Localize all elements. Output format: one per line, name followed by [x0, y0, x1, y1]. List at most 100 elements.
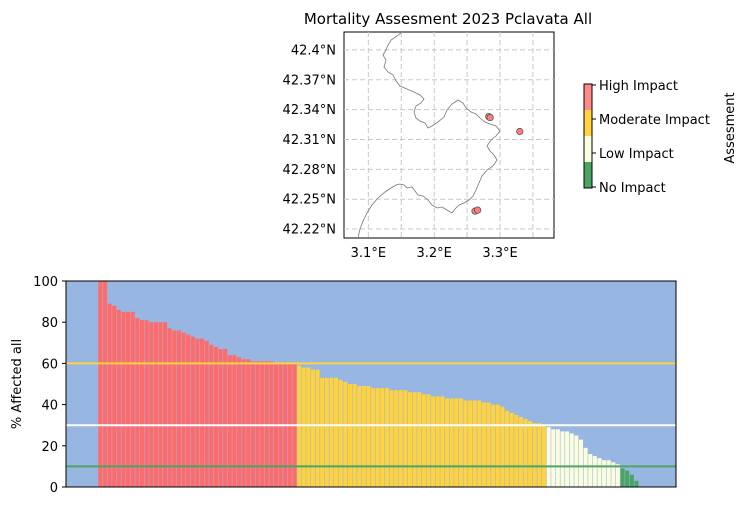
bar	[514, 414, 519, 487]
bar	[181, 332, 186, 487]
bar	[361, 386, 366, 487]
bar	[421, 394, 426, 487]
bar	[569, 433, 574, 487]
colorbar-segment	[584, 110, 592, 136]
bar	[625, 470, 630, 487]
bar	[403, 390, 408, 487]
lat-tick-label: 42.37°N	[283, 73, 336, 88]
bar	[537, 423, 542, 487]
site-marker	[486, 113, 494, 122]
bar	[486, 402, 491, 487]
bar	[518, 416, 523, 487]
bar	[112, 305, 117, 487]
bar-plot-frame	[65, 280, 677, 488]
bar	[329, 377, 334, 487]
bar	[121, 311, 126, 487]
lat-tick-label: 42.25°N	[283, 193, 336, 208]
bar	[116, 309, 121, 487]
y-tick-label: 100	[33, 275, 58, 290]
bar	[546, 427, 551, 487]
threshold-lines	[66, 362, 676, 468]
bar	[126, 311, 131, 487]
lon-tick-label: 3.2°E	[416, 246, 451, 261]
lat-tick-label: 42.4°N	[291, 43, 336, 58]
colorbar-segment	[584, 136, 592, 162]
bar	[532, 423, 537, 487]
bar	[310, 369, 315, 487]
map-ticks: 42.4°N 42.37°N 42.34°N 42.31°N 42.28°N 42.25°…	[283, 43, 518, 261]
colorbar-label: No Impact	[599, 181, 666, 196]
colorbar-segment	[584, 162, 592, 188]
bar	[315, 369, 320, 487]
y-axis-label: % Affected all	[10, 339, 25, 429]
bar	[241, 359, 246, 487]
map-title: Mortality Assesment 2023 Pclavata All	[304, 10, 592, 28]
bar	[417, 392, 422, 487]
bar	[565, 431, 570, 487]
bar	[324, 377, 329, 487]
bar	[444, 398, 450, 487]
colorbar-label: Moderate Impact	[599, 113, 710, 128]
bar	[602, 460, 607, 487]
bar	[200, 338, 205, 487]
bar	[481, 402, 486, 487]
bar	[458, 398, 463, 487]
bar	[440, 396, 445, 487]
bar	[597, 458, 602, 487]
y-tick-label: 0	[50, 481, 58, 496]
bar	[578, 439, 584, 487]
bar	[130, 311, 135, 487]
bar	[412, 392, 417, 487]
bar	[463, 400, 468, 487]
bar	[357, 386, 362, 487]
bar	[236, 357, 242, 487]
bar	[398, 390, 403, 487]
bar	[250, 361, 255, 487]
assessment-colorbar: High Impact Moderate Impact Low Impact No I…	[583, 79, 710, 196]
bar	[264, 361, 269, 487]
bar	[260, 361, 265, 487]
colorbar-title: Assesment	[723, 92, 738, 163]
y-tick-label: 80	[41, 316, 58, 331]
bar	[629, 474, 634, 487]
bar	[407, 392, 413, 487]
bar	[190, 336, 195, 487]
bar	[218, 348, 223, 487]
bar	[246, 359, 251, 487]
bar	[338, 379, 343, 487]
bar	[592, 456, 597, 487]
bar	[269, 361, 274, 487]
bar	[320, 377, 325, 487]
bar	[634, 480, 639, 487]
bar	[384, 388, 389, 487]
bar	[560, 431, 565, 487]
bar	[551, 429, 556, 487]
bar	[186, 334, 191, 487]
bar	[352, 384, 357, 487]
bar	[495, 404, 500, 487]
bar	[227, 355, 232, 487]
bar	[380, 388, 385, 487]
bar	[232, 355, 237, 487]
bar	[163, 322, 168, 487]
bar	[435, 396, 440, 487]
map-sites	[471, 112, 524, 215]
bar	[606, 460, 611, 487]
bar	[301, 367, 306, 487]
bar	[541, 425, 547, 487]
bar	[135, 318, 140, 487]
colorbar-label: Low Impact	[599, 147, 674, 162]
lat-tick-label: 42.31°N	[283, 133, 336, 148]
bar	[375, 388, 380, 487]
colorbar-frame	[583, 83, 593, 189]
bar	[343, 381, 348, 487]
bar	[615, 464, 620, 487]
colorbar-segment	[584, 84, 592, 110]
lat-tick-label: 42.34°N	[283, 103, 336, 118]
site-marker	[474, 206, 482, 214]
bar	[209, 344, 214, 487]
bar	[102, 281, 108, 487]
bar	[172, 330, 177, 487]
bar	[195, 338, 200, 487]
bar	[574, 435, 579, 487]
